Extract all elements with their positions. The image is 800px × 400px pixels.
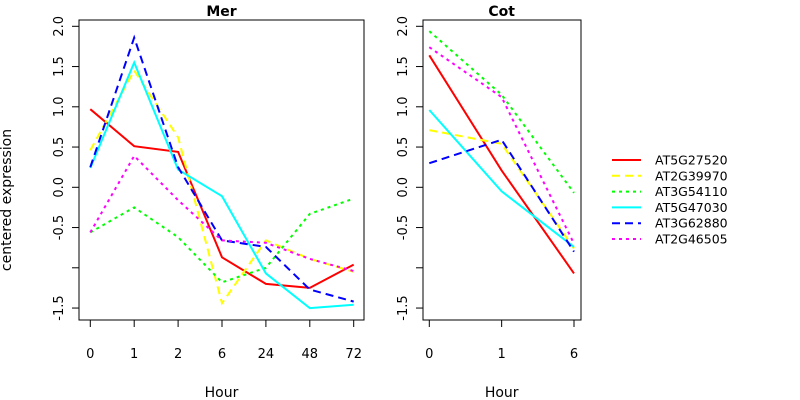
x-tick-label-mer: 48	[302, 347, 319, 362]
series-line-cot-at3g54110	[428, 30, 575, 194]
legend-label-at3g62880: AT3G62880	[655, 216, 728, 231]
series-line-mer-at5g27520	[89, 108, 355, 289]
x-tick-label-cot: 0	[425, 347, 433, 362]
y-tick-label-cot: 1.0	[396, 96, 411, 117]
legend-label-at2g46505: AT2G46505	[655, 232, 728, 247]
panel-title-cot: Cot	[488, 4, 515, 20]
x-tick-label-mer: 2	[174, 347, 182, 362]
y-tick-label-cot: -0.5	[396, 215, 411, 240]
series-line-cot-at3g62880	[428, 138, 575, 253]
y-tick-label-mer: -1.5	[52, 295, 67, 320]
y-tick-label-mer: 1.0	[52, 96, 67, 117]
y-tick-label-mer: 2.0	[52, 16, 67, 37]
y-tick-label-mer: -0.5	[52, 215, 67, 240]
series-line-cot-at2g39970	[429, 129, 575, 250]
y-tick-label-cot: 1.5	[396, 56, 411, 77]
y-tick-label-cot: 2.0	[396, 16, 411, 37]
x-tick-label-mer: 6	[218, 347, 226, 362]
panel-mer: Mer Hour -1.5 -0.5 0.0 0.5 1.0 1.5 2.0 0 1 2 6 24 48…	[52, 4, 365, 400]
x-tick-label-mer: 0	[86, 347, 94, 362]
series-line-mer-at5g47030	[89, 59, 354, 310]
y-tick-label-cot: 0.0	[396, 177, 411, 198]
series-line-cot-at5g27520	[428, 54, 575, 274]
y-tick-label-mer: 0.5	[52, 137, 67, 158]
panel-cot: Cot Hour -1.5 -0.5 0.0 0.5 1.0 1.5 2.0 0 1 6	[396, 4, 582, 400]
series-line-mer-at3g54110	[89, 197, 355, 284]
series-line-mer-at2g46505	[89, 154, 354, 272]
legend-label-at5g27520: AT5G27520	[655, 153, 728, 168]
x-tick-label-mer: 72	[345, 347, 362, 362]
x-axis-label-cot: Hour	[485, 385, 519, 400]
legend-label-at5g47030: AT5G47030	[655, 200, 728, 215]
y-tick-label-mer: 1.5	[52, 56, 67, 77]
series-line-cot-at5g47030	[428, 109, 575, 248]
x-tick-label-mer: 24	[258, 347, 275, 362]
legend-label-at3g54110: AT3G54110	[655, 184, 728, 199]
series-line-cot-at2g46505	[428, 46, 575, 245]
series-line-mer-at3g62880	[89, 34, 354, 303]
plot-frame-mer	[78, 19, 365, 321]
y-tick-label-cot: 0.5	[396, 137, 411, 158]
panel-title-mer: Mer	[206, 4, 236, 20]
legend-label-at2g39970: AT2G39970	[655, 168, 728, 183]
y-tick-label-cot: -1.5	[396, 295, 411, 320]
x-tick-label-cot: 6	[570, 347, 578, 362]
x-axis-label-mer: Hour	[205, 385, 239, 400]
x-tick-label-cot: 1	[498, 347, 506, 362]
y-axis-label: centered expression	[0, 129, 15, 271]
series-line-mer-at2g39970	[89, 68, 354, 306]
legend: AT5G27520AT2G39970AT3G54110AT5G47030AT3G…	[612, 153, 728, 247]
y-tick-label-mer: 0.0	[52, 177, 67, 198]
x-tick-label-mer: 1	[130, 347, 138, 362]
